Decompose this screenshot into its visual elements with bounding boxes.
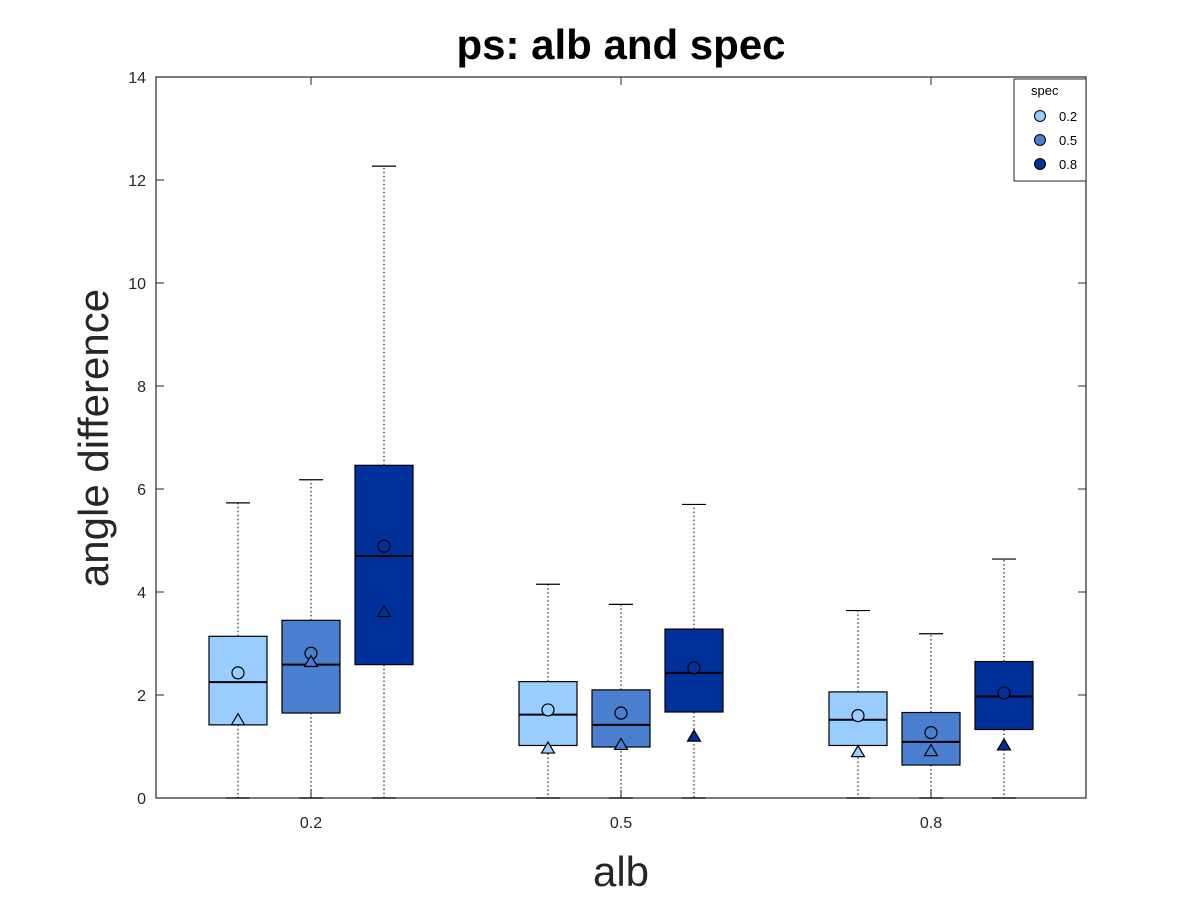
box	[208, 635, 268, 726]
x-axis-label: alb	[593, 848, 649, 895]
triangle-marker	[303, 654, 319, 668]
triangle-marker	[686, 729, 702, 742]
mean-marker	[541, 703, 555, 717]
box-0.8-0.5	[664, 503, 724, 799]
legend: spec 0.2 0.5 0.8	[1013, 78, 1087, 182]
box-0.5-0.8	[901, 633, 961, 799]
mean-marker	[614, 706, 628, 720]
legend-item-0.5: 0.5	[1034, 133, 1077, 148]
y-tick-label: 4	[137, 585, 146, 602]
legend-box	[1013, 78, 1087, 182]
plot-area: 0 2 4 6 8 10 12 14 0.2 0.5 0.8	[128, 70, 1087, 832]
legend-title: spec	[1031, 83, 1059, 98]
mean-marker	[231, 666, 245, 680]
box-0.5-0.5	[591, 603, 651, 799]
legend-marker	[1034, 110, 1046, 122]
legend-label: 0.5	[1059, 133, 1077, 148]
x-tick-label: 0.8	[920, 815, 942, 832]
box-0.2-0.5	[518, 583, 578, 799]
y-tick-label: 0	[137, 791, 146, 808]
mean-marker	[377, 539, 391, 553]
box	[518, 681, 578, 747]
triangle-marker	[376, 604, 392, 618]
y-tick-label: 6	[137, 482, 146, 499]
legend-marker	[1034, 158, 1046, 170]
triangle-marker	[540, 740, 556, 754]
mean-marker	[851, 708, 865, 723]
triangle-marker	[996, 737, 1012, 751]
box	[354, 464, 414, 666]
x-tick-label: 0.5	[610, 815, 632, 832]
triangle-marker	[230, 712, 246, 726]
chart-title: ps: alb and spec	[456, 21, 785, 68]
triangle-marker	[923, 743, 939, 757]
box-0.2-0.8	[828, 609, 888, 799]
legend-marker	[1034, 134, 1046, 146]
x-tick-label: 0.2	[300, 815, 322, 832]
legend-label: 0.8	[1059, 157, 1077, 172]
box-0.8-0.2	[354, 165, 414, 799]
y-tick-label: 8	[137, 379, 146, 396]
box-0.2-0.2	[208, 502, 268, 799]
mean-marker	[997, 686, 1011, 700]
y-axis-label: angle difference	[70, 289, 117, 587]
legend-item-0.2: 0.2	[1034, 109, 1077, 124]
y-tick-label: 14	[128, 70, 146, 87]
legend-item-0.8: 0.8	[1034, 157, 1077, 172]
y-tick-label: 12	[128, 173, 146, 190]
mean-marker	[924, 725, 938, 740]
box-0.5-0.2	[281, 479, 341, 799]
legend-label: 0.2	[1059, 109, 1077, 124]
mean-marker	[687, 661, 701, 675]
box-0.8-0.8	[974, 558, 1034, 799]
triangle-marker	[613, 737, 629, 751]
triangle-marker	[850, 744, 866, 758]
y-tick-label: 2	[137, 688, 146, 705]
y-tick-label: 10	[128, 276, 146, 293]
